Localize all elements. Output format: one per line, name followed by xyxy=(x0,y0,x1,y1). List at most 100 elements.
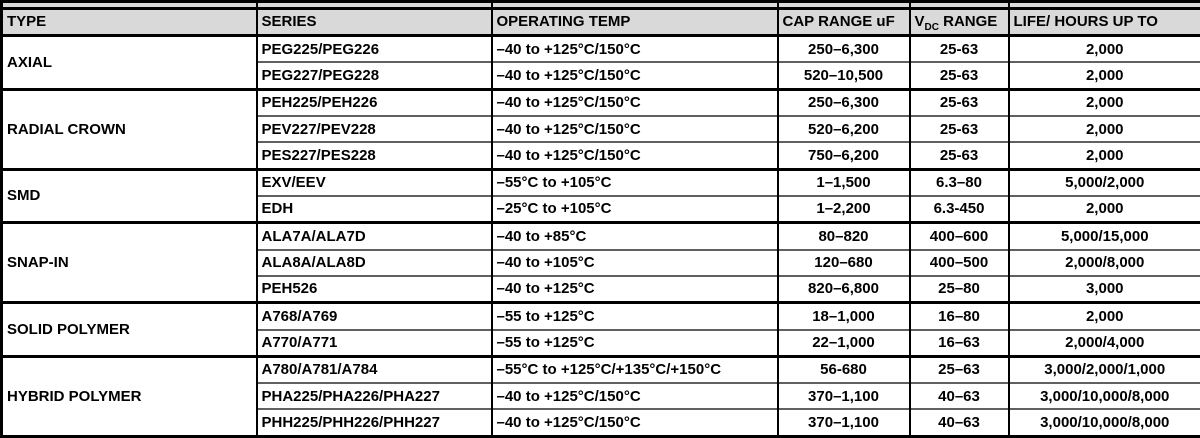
life-cell: 3,000/2,000/1,000 xyxy=(1007,354,1200,384)
temp-cell: –40 to +125°C xyxy=(490,274,778,303)
vdc-cell: 400–500 xyxy=(908,248,1009,276)
cap-cell: 120–680 xyxy=(776,248,910,276)
temp-cell: –40 to +125°C/150°C xyxy=(490,87,778,116)
cap-cell: 18–1,000 xyxy=(776,301,910,330)
life-cell: 2,000 xyxy=(1007,61,1200,90)
life-cell: 3,000/10,000/8,000 xyxy=(1007,408,1200,437)
table-row: PEG227/PEG228 –40 to +125°C/150°C 520–10,5… xyxy=(2,61,1200,90)
table-row: ALA8A/ALA8D –40 to +105°C 120–680 400–500 2,… xyxy=(2,248,1200,276)
series-cell: EDH xyxy=(255,194,492,223)
vdc-cell: 16–80 xyxy=(908,301,1009,330)
vdc-cell: 6.3-450 xyxy=(908,194,1009,223)
temp-cell: –40 to +125°C/150°C xyxy=(490,34,778,63)
vdc-cell: 40–63 xyxy=(908,382,1009,410)
series-cell: ALA8A/ALA8D xyxy=(255,248,492,276)
col-header-type: TYPE xyxy=(1,8,257,37)
series-cell: PHA225/PHA226/PHA227 xyxy=(255,382,492,410)
sliver-cell xyxy=(776,1,910,10)
vdc-cell: 25-63 xyxy=(908,114,1009,143)
col-header-life-hours: LIFE/ HOURS UP TO xyxy=(1007,8,1200,37)
vdc-range-word: RANGE xyxy=(938,13,998,31)
type-cell: SMD xyxy=(1,167,257,223)
temp-cell: –40 to +105°C xyxy=(490,248,778,276)
life-cell: 3,000/10,000/8,000 xyxy=(1007,382,1200,410)
life-cell: 2,000 xyxy=(1007,194,1200,223)
life-cell: 3,000 xyxy=(1007,274,1200,303)
series-cell: A780/A781/A784 xyxy=(255,354,492,384)
sliver-cell xyxy=(255,1,492,10)
vdc-cell: 25-63 xyxy=(908,87,1009,116)
vdc-v: V xyxy=(914,13,925,31)
series-cell: PEV227/PEV228 xyxy=(255,114,492,143)
temp-cell: –55 to +125°C xyxy=(490,301,778,330)
series-cell: A770/A771 xyxy=(255,328,492,357)
vdc-cell: 25-63 xyxy=(908,61,1009,90)
header-row: TYPE SERIES OPERATING TEMP CAP RANGE uF … xyxy=(1,8,1200,37)
vdc-cell: 40–63 xyxy=(908,408,1009,437)
col-header-cap-range: CAP RANGE uF xyxy=(776,8,910,37)
cap-cell: 370–1,100 xyxy=(776,382,910,410)
cap-cell: 820–6,800 xyxy=(776,274,910,303)
temp-cell: –40 to +125°C/150°C xyxy=(490,61,778,90)
temp-cell: –40 to +125°C/150°C xyxy=(490,141,778,170)
sliver-cell xyxy=(908,1,1009,10)
table-row: EDH –25°C to +105°C 1–2,200 6.3-450 2,000 xyxy=(2,194,1200,223)
type-cell: HYBRID POLYMER xyxy=(1,354,257,437)
temp-cell: –40 to +85°C xyxy=(490,221,778,250)
temp-cell: –40 to +125°C/150°C xyxy=(490,382,778,410)
sliver-cell xyxy=(1007,1,1200,10)
col-header-series: SERIES xyxy=(255,8,492,37)
col-header-vdc-range: VDC RANGE xyxy=(908,8,1009,37)
type-cell: AXIAL xyxy=(1,34,257,90)
temp-cell: –25°C to +105°C xyxy=(490,194,778,223)
temp-cell: –55°C to +125°C/+135°C/+150°C xyxy=(490,354,778,384)
series-cell: PES227/PES228 xyxy=(255,141,492,170)
cap-cell: 250–6,300 xyxy=(776,34,910,63)
table-row: SNAP-IN ALA7A/ALA7D –40 to +85°C 80–820 400–… xyxy=(1,221,1200,303)
table-row: PHA225/PHA226/PHA227 –40 to +125°C/150°C 3… xyxy=(2,382,1200,410)
vdc-cell: 400–600 xyxy=(908,221,1009,250)
table-row: PHH225/PHH226/PHH227 –40 to +125°C/150°C 3… xyxy=(2,408,1200,437)
temp-cell: –55 to +125°C xyxy=(490,328,778,357)
cap-cell: 22–1,000 xyxy=(776,328,910,357)
life-cell: 2,000 xyxy=(1007,87,1200,116)
series-cell: EXV/EEV xyxy=(255,167,492,196)
temp-cell: –40 to +125°C/150°C xyxy=(490,408,778,437)
life-cell: 2,000 xyxy=(1007,301,1200,330)
cap-cell: 750–6,200 xyxy=(776,141,910,170)
temp-cell: –55°C to +105°C xyxy=(490,167,778,196)
type-cell: SOLID POLYMER xyxy=(1,301,257,357)
sliver-cell xyxy=(490,1,778,10)
type-cell: RADIAL CROWN xyxy=(1,87,257,170)
cap-cell: 80–820 xyxy=(776,221,910,250)
table-row: PEV227/PEV228 –40 to +125°C/150°C 520–6,20… xyxy=(2,114,1200,143)
cropped-row-sliver xyxy=(1,1,1200,10)
temp-cell: –40 to +125°C/150°C xyxy=(490,114,778,143)
vdc-cell: 16–63 xyxy=(908,328,1009,357)
cap-cell: 1–2,200 xyxy=(776,194,910,223)
life-cell: 2,000/4,000 xyxy=(1007,328,1200,357)
table-row: SMD EXV/EEV –55°C to +105°C 1–1,500 6.3–80 5,… xyxy=(1,167,1200,223)
type-cell: SNAP-IN xyxy=(1,221,257,303)
life-cell: 5,000/15,000 xyxy=(1007,221,1200,250)
life-cell: 2,000 xyxy=(1007,114,1200,143)
table-row: PEH526 –40 to +125°C 820–6,800 25–80 3,000 xyxy=(2,274,1200,303)
table-row: PES227/PES228 –40 to +125°C/150°C 750–6,20… xyxy=(2,141,1200,170)
life-cell: 5,000/2,000 xyxy=(1007,167,1200,196)
series-cell: A768/A769 xyxy=(255,301,492,330)
cap-cell: 520–6,200 xyxy=(776,114,910,143)
cap-cell: 250–6,300 xyxy=(776,87,910,116)
table-row: AXIAL PEG225/PEG226 –40 to +125°C/150°C 250… xyxy=(1,34,1200,90)
vdc-cell: 6.3–80 xyxy=(908,167,1009,196)
series-cell: ALA7A/ALA7D xyxy=(255,221,492,250)
series-cell: PEG225/PEG226 xyxy=(255,34,492,63)
life-cell: 2,000 xyxy=(1007,141,1200,170)
series-cell: PEH225/PEH226 xyxy=(255,87,492,116)
vdc-subscript: DC xyxy=(924,22,939,34)
sliver-cell xyxy=(1,1,257,10)
table-row: SOLID POLYMER A768/A769 –55 to +125°C 18–1,… xyxy=(1,301,1200,357)
cap-cell: 1–1,500 xyxy=(776,167,910,196)
cap-cell: 56-680 xyxy=(776,354,910,384)
